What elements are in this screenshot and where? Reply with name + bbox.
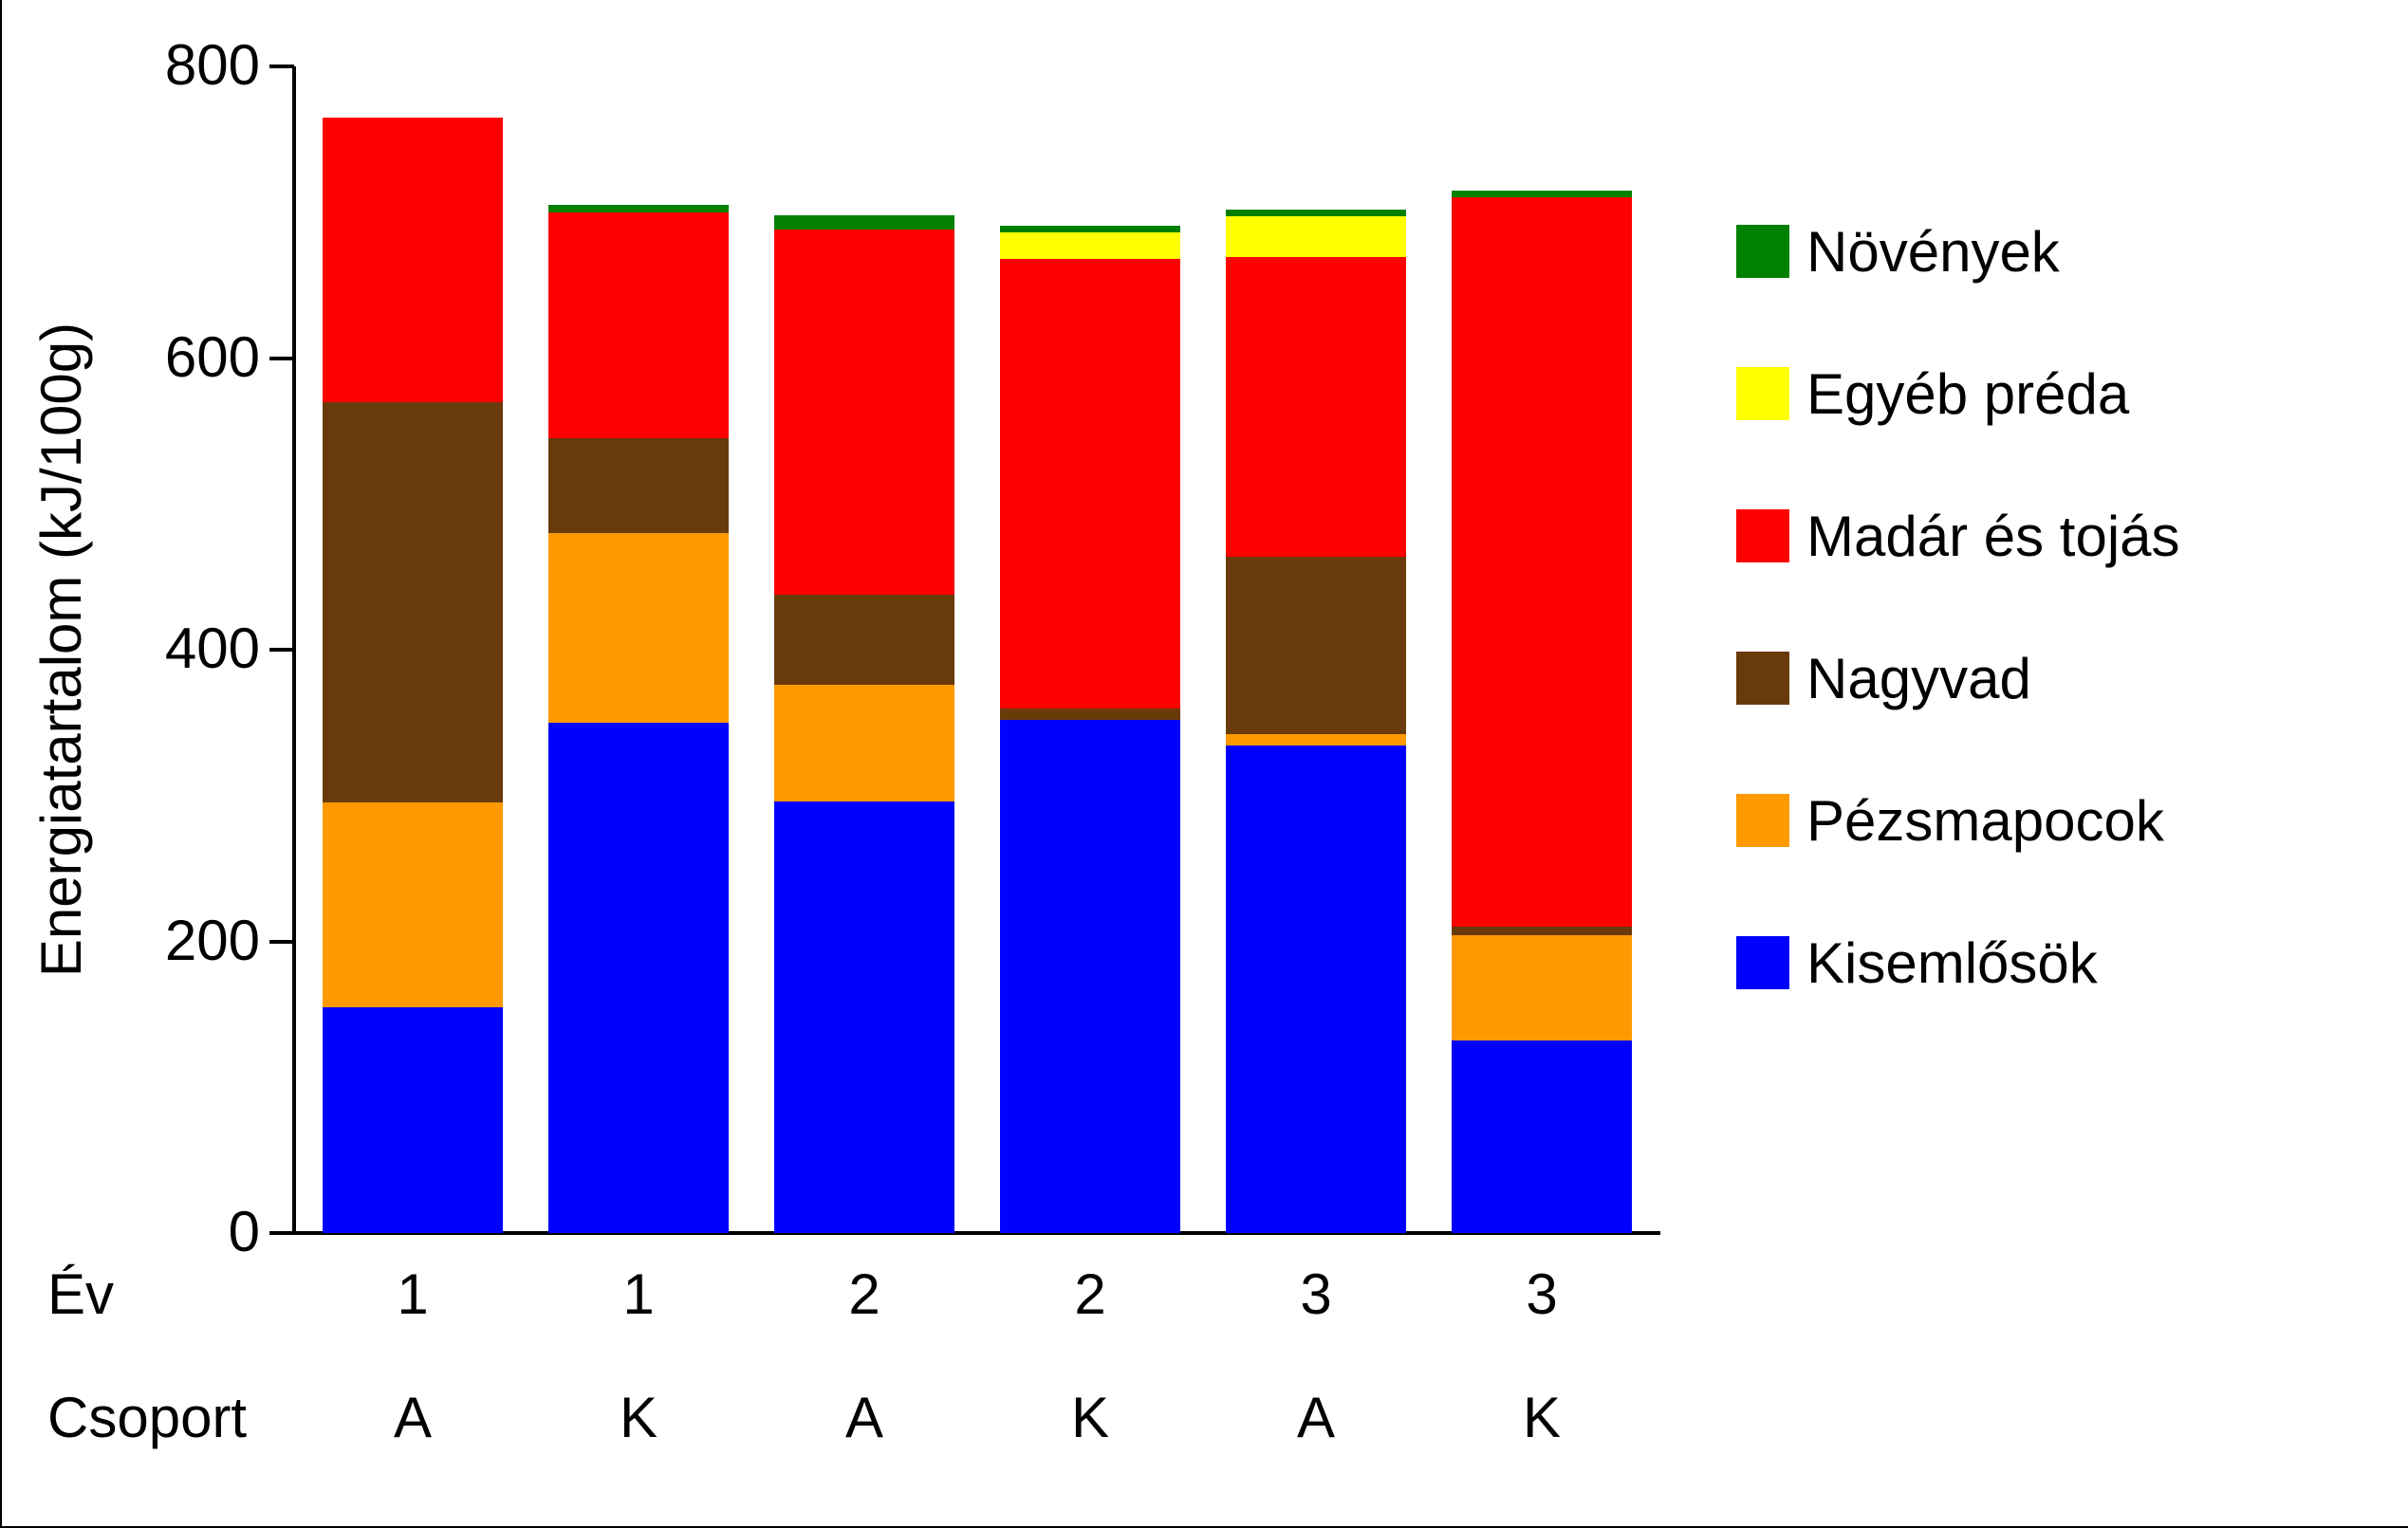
plot-area: 0200400600800 bbox=[294, 66, 1660, 1233]
bar-segment-madar_tojas bbox=[774, 230, 954, 594]
bar-segment-kisemlosok bbox=[1000, 720, 1180, 1233]
ev-label: 2 bbox=[1000, 1261, 1180, 1327]
legend-item-madar_tojas: Madár és tojás bbox=[1736, 465, 2180, 607]
bar-segment-kisemlosok bbox=[323, 1007, 503, 1233]
bar-segment-novenyek bbox=[548, 205, 729, 212]
legend-swatch-kisemlosok bbox=[1736, 936, 1789, 989]
bar-segment-madar_tojas bbox=[323, 118, 503, 402]
bar-group bbox=[1000, 226, 1180, 1233]
ev-label: 3 bbox=[1452, 1261, 1632, 1327]
bar-segment-madar_tojas bbox=[548, 212, 729, 438]
legend-label-pezsmapocok: Pézsmapocok bbox=[1806, 788, 2164, 854]
bar-segment-egyeb_preda bbox=[1000, 232, 1180, 259]
y-tick-label: 400 bbox=[127, 616, 260, 681]
bar-segment-pezsmapocok bbox=[774, 685, 954, 801]
legend-swatch-nagyvad bbox=[1736, 652, 1789, 705]
csoport-label: A bbox=[774, 1385, 954, 1450]
csoport-label: A bbox=[323, 1385, 503, 1450]
energy-content-stacked-bar-chart: Energiatartalom (kJ/100g) 0200400600800 … bbox=[0, 0, 2408, 1528]
bar-segment-madar_tojas bbox=[1452, 197, 1632, 927]
csoport-label: K bbox=[1452, 1385, 1632, 1450]
bar-segment-kisemlosok bbox=[548, 723, 729, 1233]
bar-segment-nagyvad bbox=[548, 438, 729, 533]
legend-swatch-novenyek bbox=[1736, 225, 1789, 278]
y-axis-label: Energiatartalom (kJ/100g) bbox=[28, 223, 104, 1077]
legend-item-egyeb_preda: Egyéb préda bbox=[1736, 322, 2180, 465]
legend-swatch-egyeb_preda bbox=[1736, 367, 1789, 420]
y-tick-label: 200 bbox=[127, 908, 260, 973]
bar-group bbox=[774, 215, 954, 1233]
bar-segment-nagyvad bbox=[1000, 709, 1180, 720]
legend-label-egyeb_preda: Egyéb préda bbox=[1806, 361, 2129, 427]
bar-segment-pezsmapocok bbox=[323, 802, 503, 1006]
bar-segment-novenyek bbox=[1226, 210, 1406, 217]
x-rowlabel-csoport: Csoport bbox=[47, 1385, 247, 1450]
y-tick-label: 0 bbox=[127, 1199, 260, 1264]
legend-item-nagyvad: Nagyvad bbox=[1736, 607, 2180, 749]
bar-segment-nagyvad bbox=[1226, 557, 1406, 735]
y-tick bbox=[269, 940, 294, 944]
ev-label: 1 bbox=[548, 1261, 729, 1327]
bar-group bbox=[1452, 191, 1632, 1233]
csoport-label: K bbox=[1000, 1385, 1180, 1450]
y-tick bbox=[269, 648, 294, 652]
bar-segment-novenyek bbox=[1452, 191, 1632, 198]
legend-label-kisemlosok: Kisemlősök bbox=[1806, 930, 2098, 996]
y-tick bbox=[269, 357, 294, 360]
bar-segment-pezsmapocok bbox=[1452, 935, 1632, 1040]
ev-label: 1 bbox=[323, 1261, 503, 1327]
x-rowlabel-ev: Év bbox=[47, 1261, 114, 1327]
bar-group bbox=[1226, 210, 1406, 1233]
ev-label: 2 bbox=[774, 1261, 954, 1327]
legend-item-kisemlosok: Kisemlősök bbox=[1736, 892, 2180, 1034]
bar-segment-novenyek bbox=[774, 215, 954, 230]
y-tick-label: 800 bbox=[127, 32, 260, 98]
legend-item-pezsmapocok: Pézsmapocok bbox=[1736, 749, 2180, 892]
legend-swatch-madar_tojas bbox=[1736, 509, 1789, 562]
bar-segment-kisemlosok bbox=[1226, 746, 1406, 1233]
y-tick-label: 600 bbox=[127, 324, 260, 390]
bar-segment-kisemlosok bbox=[774, 801, 954, 1233]
legend-label-nagyvad: Nagyvad bbox=[1806, 646, 2031, 711]
bar-segment-pezsmapocok bbox=[548, 533, 729, 723]
y-tick bbox=[269, 1231, 294, 1235]
bar-segment-kisemlosok bbox=[1452, 1040, 1632, 1233]
ev-label: 3 bbox=[1226, 1261, 1406, 1327]
legend-item-novenyek: Növények bbox=[1736, 180, 2180, 322]
legend-label-novenyek: Növények bbox=[1806, 219, 2060, 285]
bar-segment-novenyek bbox=[1000, 226, 1180, 233]
legend-label-madar_tojas: Madár és tojás bbox=[1806, 504, 2180, 569]
legend: Növények Egyéb préda Madár és tojás Nagyvad… bbox=[1736, 180, 2180, 1034]
bar-segment-nagyvad bbox=[774, 595, 954, 685]
y-tick bbox=[269, 64, 294, 68]
bar-segment-pezsmapocok bbox=[1226, 734, 1406, 746]
csoport-label: A bbox=[1226, 1385, 1406, 1450]
bar-segment-nagyvad bbox=[1452, 927, 1632, 935]
bar-segment-egyeb_preda bbox=[1226, 216, 1406, 257]
bar-group bbox=[323, 118, 503, 1233]
bar-segment-nagyvad bbox=[323, 402, 503, 803]
bar-group bbox=[548, 205, 729, 1233]
legend-swatch-pezsmapocok bbox=[1736, 794, 1789, 847]
bar-segment-madar_tojas bbox=[1226, 257, 1406, 556]
csoport-label: K bbox=[548, 1385, 729, 1450]
bar-segment-madar_tojas bbox=[1000, 259, 1180, 709]
